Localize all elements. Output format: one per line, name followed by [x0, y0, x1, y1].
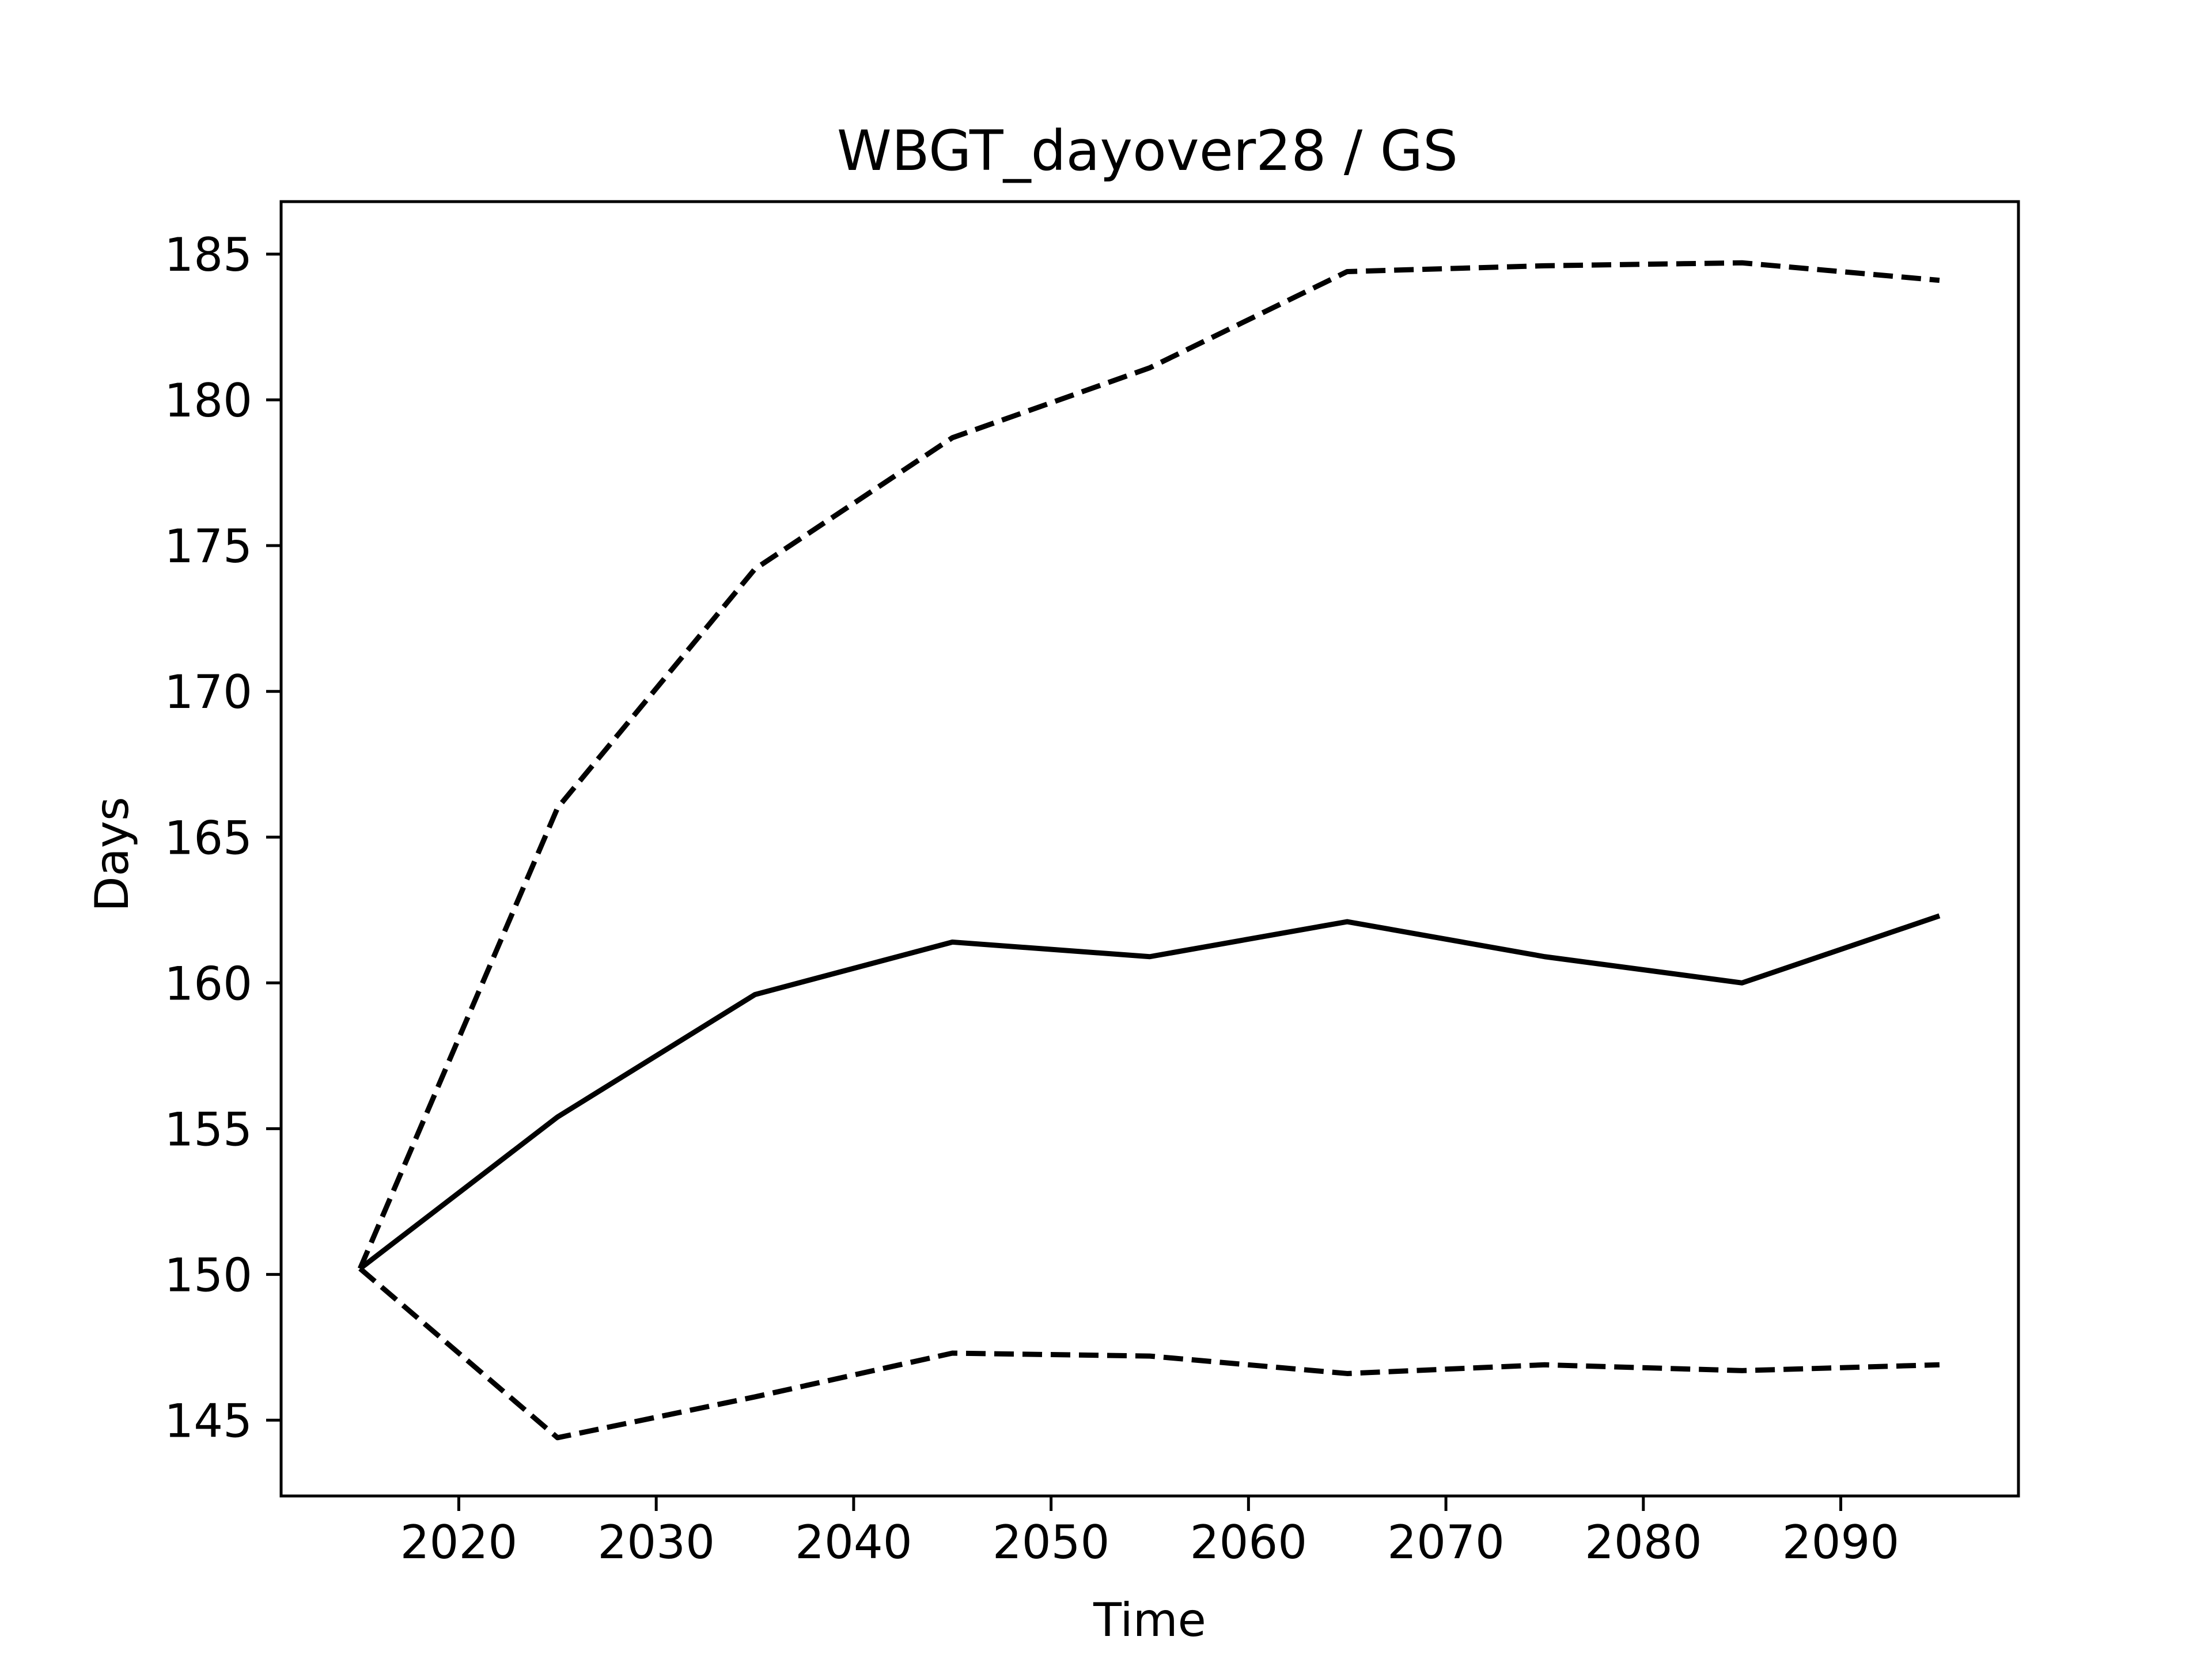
x-tick-label: 2080	[1585, 1516, 1702, 1569]
x-tick-label: 2030	[597, 1516, 715, 1569]
x-tick-label: 2050	[993, 1516, 1110, 1569]
y-axis-ticks: 145 150 155 160 165 170 175 180 185	[164, 228, 281, 1448]
plot-lines	[357, 260, 1941, 1441]
y-tick-label: 145	[164, 1394, 252, 1448]
y-tick-label: 150	[164, 1248, 252, 1302]
y-tick-label: 155	[164, 1103, 252, 1156]
y-tick-label: 180	[164, 374, 252, 427]
x-tick-label: 2060	[1190, 1516, 1308, 1569]
x-tick-label: 2070	[1387, 1516, 1505, 1569]
x-axis-ticks: 2020 2030 2040 2050 2060 2070 2080 2090	[400, 1496, 1900, 1569]
solid-series-line-1	[358, 913, 1941, 1271]
x-tick-label: 2090	[1782, 1516, 1900, 1569]
y-axis-label: Days	[85, 797, 139, 912]
x-tick-label: 2020	[400, 1516, 518, 1569]
x-axis-label: Time	[1093, 1593, 1206, 1647]
y-tick-label: 165	[164, 811, 252, 865]
chart-title: WBGT_dayover28 / GS	[837, 119, 1458, 183]
y-tick-label: 175	[164, 520, 252, 573]
y-tick-label: 160	[164, 957, 252, 1010]
dashed-series-line-3	[358, 1266, 1940, 1441]
plot-area-frame	[279, 200, 2020, 1498]
y-tick-label: 185	[164, 228, 252, 282]
y-tick-label: 170	[164, 665, 252, 719]
dashed-series-line-2	[357, 260, 1940, 1270]
x-tick-label: 2040	[795, 1516, 912, 1569]
